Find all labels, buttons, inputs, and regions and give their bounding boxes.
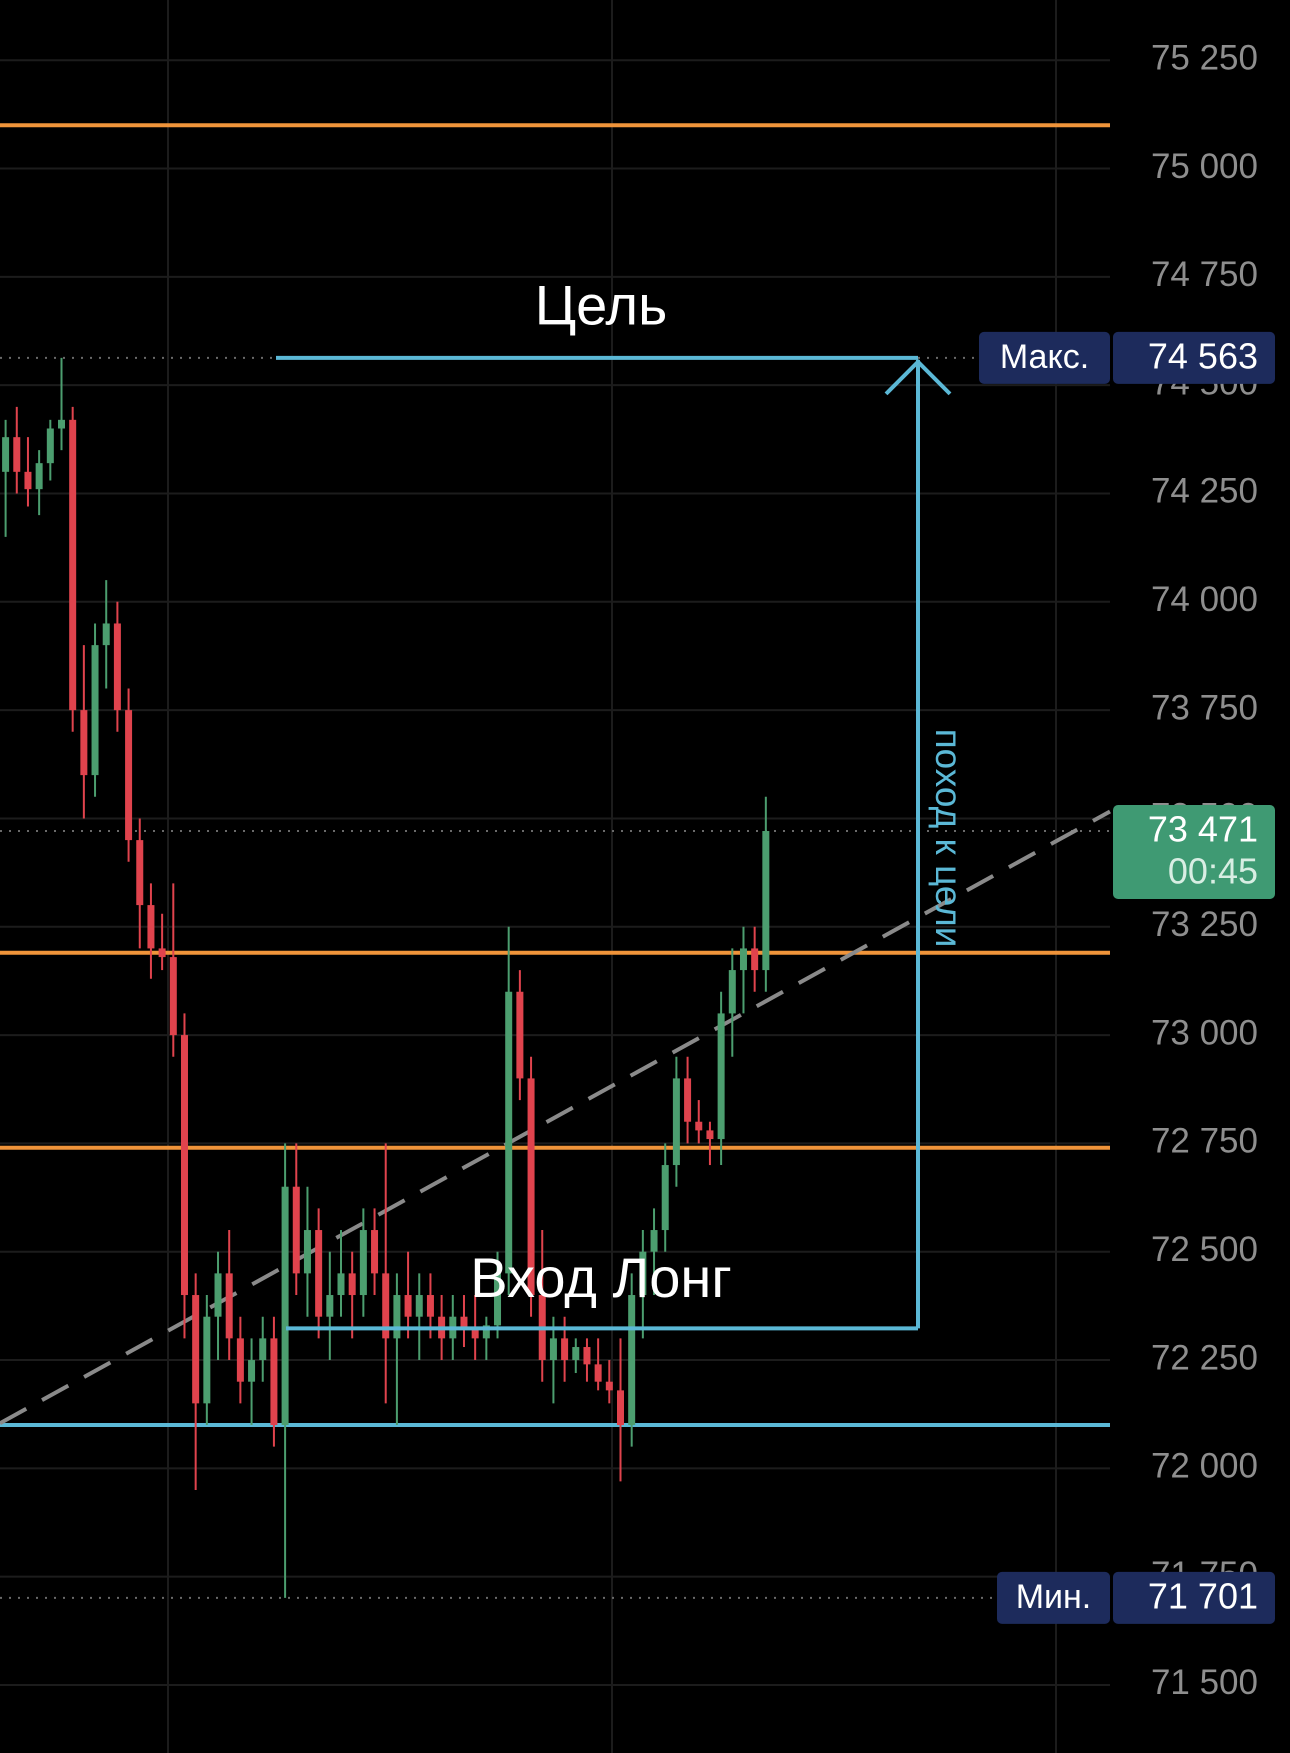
y-tick-label: 72 750: [1151, 1122, 1258, 1161]
candle-body: [549, 1338, 557, 1361]
entry-label: Вход Лонг: [470, 1246, 732, 1309]
candle-body: [583, 1347, 591, 1365]
y-tick-label: 72 500: [1151, 1230, 1258, 1269]
candle-body: [762, 831, 770, 971]
candle-body: [672, 1078, 680, 1166]
candle-body: [2, 437, 10, 472]
candle-body: [695, 1121, 703, 1131]
badge-value-bg: [1113, 331, 1275, 384]
candle-body: [482, 1325, 490, 1339]
y-tick-label: 74 250: [1151, 472, 1258, 511]
candle-body: [382, 1273, 390, 1339]
badge-label: Макс.: [1000, 338, 1089, 376]
candle-body: [594, 1364, 602, 1382]
candle-body: [248, 1360, 256, 1382]
candle-body: [661, 1165, 669, 1231]
candle-body: [303, 1230, 311, 1274]
candle-body: [527, 1078, 535, 1296]
badge-value: 74 563: [1148, 335, 1258, 376]
y-tick-label: 75 250: [1151, 38, 1258, 77]
candle-body: [102, 623, 110, 646]
candle-body: [471, 1329, 479, 1339]
badge-value-bg: [1113, 1571, 1275, 1624]
candle-body: [91, 645, 99, 776]
y-tick-label: 74 750: [1151, 255, 1258, 294]
last-price-value: 73 471: [1148, 809, 1258, 850]
candle-body: [35, 463, 43, 490]
candle-body: [281, 1186, 289, 1426]
candle-body: [147, 905, 155, 949]
candle-body: [46, 428, 54, 464]
candle-body: [561, 1338, 569, 1361]
candle-body: [214, 1273, 222, 1317]
candle-body: [113, 623, 121, 711]
badge-label-bg: [979, 331, 1110, 384]
candle-body: [739, 948, 747, 971]
candle-body: [24, 471, 32, 490]
candle-body: [460, 1316, 468, 1330]
candle-body: [337, 1273, 345, 1296]
badge-value: 71 701: [1148, 1575, 1258, 1616]
candle-body: [292, 1186, 300, 1274]
candle-body: [125, 710, 133, 841]
badge-label-bg: [997, 1571, 1110, 1624]
last-price-timer: 00:45: [1168, 851, 1258, 892]
candle-body: [169, 957, 177, 1036]
badge-label: Мин.: [1016, 1578, 1092, 1616]
candle-body: [684, 1078, 692, 1122]
candle-body: [404, 1295, 412, 1317]
y-tick-label: 74 000: [1151, 580, 1258, 619]
candle-body: [617, 1390, 624, 1426]
candle-body: [158, 948, 166, 958]
candle-body: [393, 1295, 401, 1339]
y-tick-label: 71 500: [1151, 1663, 1258, 1702]
candle-body: [315, 1230, 323, 1317]
candle-body: [426, 1295, 434, 1317]
candle-body: [572, 1347, 580, 1361]
y-tick-label: 73 000: [1151, 1013, 1258, 1052]
candle-body: [13, 437, 21, 472]
y-tick-label: 75 000: [1151, 147, 1258, 186]
candle-body: [650, 1230, 658, 1252]
candle-body: [359, 1230, 367, 1296]
candle-body: [728, 970, 736, 1014]
candle-body: [259, 1338, 267, 1361]
candle-body: [192, 1295, 200, 1404]
candle-body: [236, 1338, 244, 1382]
candle-body: [270, 1338, 278, 1426]
candle-body: [751, 948, 759, 971]
y-tick-label: 72 250: [1151, 1338, 1258, 1377]
candle-body: [180, 1035, 188, 1296]
y-tick-label: 73 750: [1151, 688, 1258, 727]
candle-body: [415, 1295, 423, 1317]
candle-body: [717, 1013, 725, 1140]
candle-body: [628, 1295, 636, 1426]
arrow-head: [884, 359, 952, 396]
candle-body: [348, 1273, 356, 1296]
candle-body: [225, 1273, 233, 1339]
candle-body: [371, 1230, 379, 1274]
target-label: Цель: [535, 274, 668, 337]
candle-body: [605, 1381, 613, 1391]
candle-body: [505, 991, 513, 1274]
y-tick-label: 72 000: [1151, 1447, 1258, 1486]
candle-body: [136, 840, 144, 906]
candle-body: [80, 710, 88, 776]
candle-body: [639, 1251, 647, 1296]
candle-body: [706, 1130, 714, 1140]
y-tick-label: 73 250: [1151, 905, 1258, 944]
candle-body: [326, 1295, 334, 1317]
candle-body: [516, 991, 524, 1079]
candle-body: [494, 1273, 502, 1326]
candle-body: [58, 419, 65, 429]
candle-body: [203, 1316, 211, 1404]
last-price-bg: [1113, 805, 1275, 900]
candle-body: [69, 419, 77, 711]
arrow-label: поход к цели: [928, 729, 969, 948]
